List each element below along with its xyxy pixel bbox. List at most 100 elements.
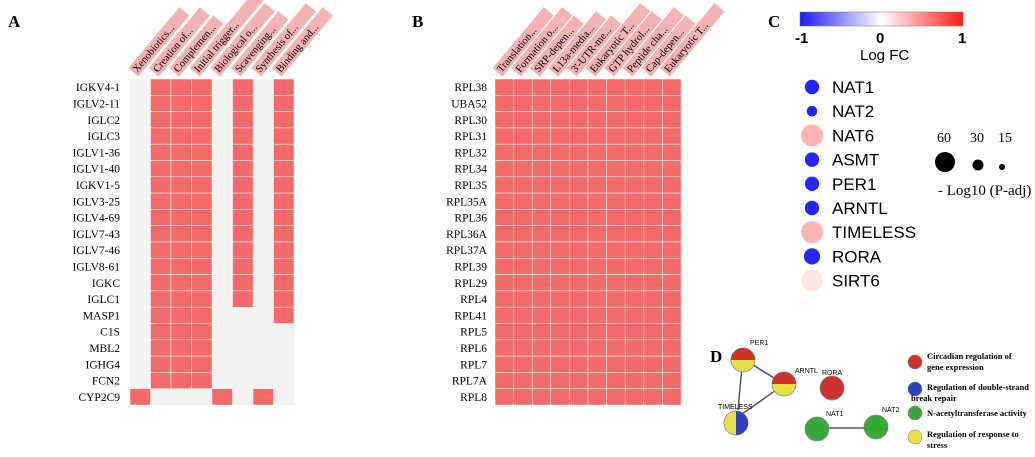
heatmap-b-cell bbox=[643, 274, 663, 292]
heatmap-b-cell bbox=[494, 355, 514, 373]
heatmap-b-row-label: RPL4 bbox=[460, 294, 487, 306]
heatmap-b-cell bbox=[513, 388, 533, 406]
heatmap-b-cell bbox=[587, 176, 607, 194]
heatmap-a-cell bbox=[191, 355, 213, 373]
heatmap-a-cell bbox=[191, 209, 213, 226]
heatmap-b-cell bbox=[569, 258, 589, 275]
size-legend-value-15: 15 bbox=[998, 131, 1012, 146]
heatmap-b-cell bbox=[587, 209, 607, 226]
heatmap-a-cell bbox=[150, 306, 172, 324]
heatmap-b-cell bbox=[550, 127, 570, 145]
legend-nat-label: N-acetyltransferase activity bbox=[927, 408, 1028, 418]
heatmap-a-cell bbox=[232, 127, 254, 145]
heatmap-a-row-label: MASP1 bbox=[83, 310, 120, 322]
legend-item-stress: Regulation of response to stress bbox=[907, 429, 1019, 450]
heatmap-a-cell bbox=[150, 143, 172, 161]
heatmap-a-cell bbox=[150, 339, 172, 357]
heatmap-b-cell bbox=[643, 111, 663, 129]
heatmap-a-row-label: IGLV3-25 bbox=[73, 196, 121, 208]
heatmap-b-cell bbox=[624, 388, 645, 406]
heatmap-a-cell bbox=[232, 160, 254, 178]
heatmap-a-cell bbox=[150, 192, 172, 210]
heatmap-b-cell bbox=[643, 258, 663, 275]
heatmap-b-cell bbox=[550, 143, 570, 161]
heatmap-b-cell bbox=[531, 388, 552, 406]
heatmap-a-cell bbox=[273, 306, 295, 324]
heatmap-a-cell bbox=[170, 339, 192, 357]
colorbar-title: Log FC bbox=[860, 47, 909, 64]
heatmap-a-row-label: MBL2 bbox=[89, 343, 120, 355]
heatmap-a-cell bbox=[273, 127, 295, 145]
heatmap-a-cell bbox=[170, 192, 192, 210]
heatmap-b-cell bbox=[531, 209, 552, 226]
gene-dot bbox=[804, 152, 820, 167]
heatmap-b-cell bbox=[643, 192, 663, 210]
heatmap-b-cell bbox=[550, 258, 570, 275]
heatmap-b-cell bbox=[550, 388, 570, 406]
heatmap-b-row-label: RPL31 bbox=[454, 131, 487, 143]
node-label-timeless: TIMELESS bbox=[718, 404, 753, 411]
heatmap-b-cell bbox=[531, 241, 552, 259]
heatmap-b-cell bbox=[587, 95, 607, 112]
heatmap-b-cell bbox=[587, 306, 607, 324]
heatmap-b-cell bbox=[531, 160, 552, 178]
heatmap-b-cell bbox=[662, 258, 682, 275]
size-legend-dot-30 bbox=[972, 159, 984, 171]
heatmap-a-cell bbox=[191, 306, 213, 324]
heatmap-b-cell bbox=[643, 323, 663, 341]
heatmap-b-cell bbox=[494, 306, 514, 324]
heatmap-a-cell bbox=[232, 209, 254, 226]
network-legend: Circadian regulation of gene expression … bbox=[907, 351, 1029, 450]
gene-label: RORA bbox=[832, 247, 882, 266]
heatmap-b-cell bbox=[569, 192, 589, 210]
heatmap-b-cell bbox=[624, 111, 645, 129]
heatmap-b-cell bbox=[643, 241, 663, 259]
heatmap-b-cell bbox=[569, 388, 589, 406]
heatmap-a-row-label: IGLC1 bbox=[87, 294, 120, 306]
heatmap-b-cell bbox=[662, 209, 682, 226]
heatmap-b: RPL38 UBA52 RPL30 RPL31 RPL32 RPL34 RPL35 RPL35… bbox=[446, 2, 725, 406]
heatmap-b-cell bbox=[606, 225, 626, 243]
size-legend-title: - Log10 (P-adj) bbox=[938, 183, 1031, 199]
heatmap-b-cell bbox=[624, 290, 645, 308]
heatmap-b-cell bbox=[587, 143, 607, 161]
heatmap-b-cell bbox=[550, 78, 570, 96]
legend-circadian-line2: gene expression bbox=[927, 362, 984, 372]
heatmap-b-cell bbox=[662, 388, 682, 406]
heatmap-b-cell bbox=[550, 160, 570, 178]
heatmap-a-row-label: IGHG4 bbox=[86, 359, 121, 371]
heatmap-b-cell bbox=[569, 290, 589, 308]
heatmap-a-cell bbox=[191, 111, 213, 129]
gene-label: ASMT bbox=[832, 151, 879, 170]
heatmap-b-cell bbox=[587, 127, 607, 145]
heatmap-b-cell bbox=[550, 306, 570, 324]
heatmap-a-cell bbox=[150, 111, 172, 129]
size-legend-value-60: 60 bbox=[937, 131, 951, 146]
heatmap-a-cell bbox=[150, 225, 172, 243]
heatmap-b-cell bbox=[624, 339, 645, 357]
heatmap-a-cell bbox=[191, 241, 213, 259]
heatmap-b-cell bbox=[513, 111, 533, 129]
heatmap-b-cell bbox=[550, 95, 570, 112]
heatmap-b-cell bbox=[662, 192, 682, 210]
heatmap-b-cell bbox=[606, 111, 626, 129]
heatmap-b-cell bbox=[643, 388, 663, 406]
heatmap-a-cell bbox=[191, 176, 213, 194]
heatmap-b-cell bbox=[624, 143, 645, 161]
node-timeless: TIMELESS bbox=[718, 404, 753, 436]
heatmap-b-row-label: RPL36 bbox=[454, 213, 487, 225]
legend-stress-line1: Regulation of response to bbox=[927, 429, 1019, 439]
heatmap-b-cell bbox=[494, 372, 514, 389]
legend-item-circadian: Circadian regulation of gene expression bbox=[907, 351, 1012, 372]
gene-label: ARNTL bbox=[832, 199, 888, 218]
heatmap-a-cell bbox=[252, 388, 274, 406]
heatmap-a-row-label: IGLV4-69 bbox=[73, 213, 121, 225]
heatmap-b-cell bbox=[606, 209, 626, 226]
heatmap-b-cell bbox=[513, 372, 533, 389]
heatmap-b-cell bbox=[587, 290, 607, 308]
heatmap-b-cell bbox=[513, 209, 533, 226]
heatmap-a-cell bbox=[150, 78, 172, 96]
heatmap-b-cell bbox=[643, 127, 663, 145]
heatmap-b-cell bbox=[606, 339, 626, 357]
